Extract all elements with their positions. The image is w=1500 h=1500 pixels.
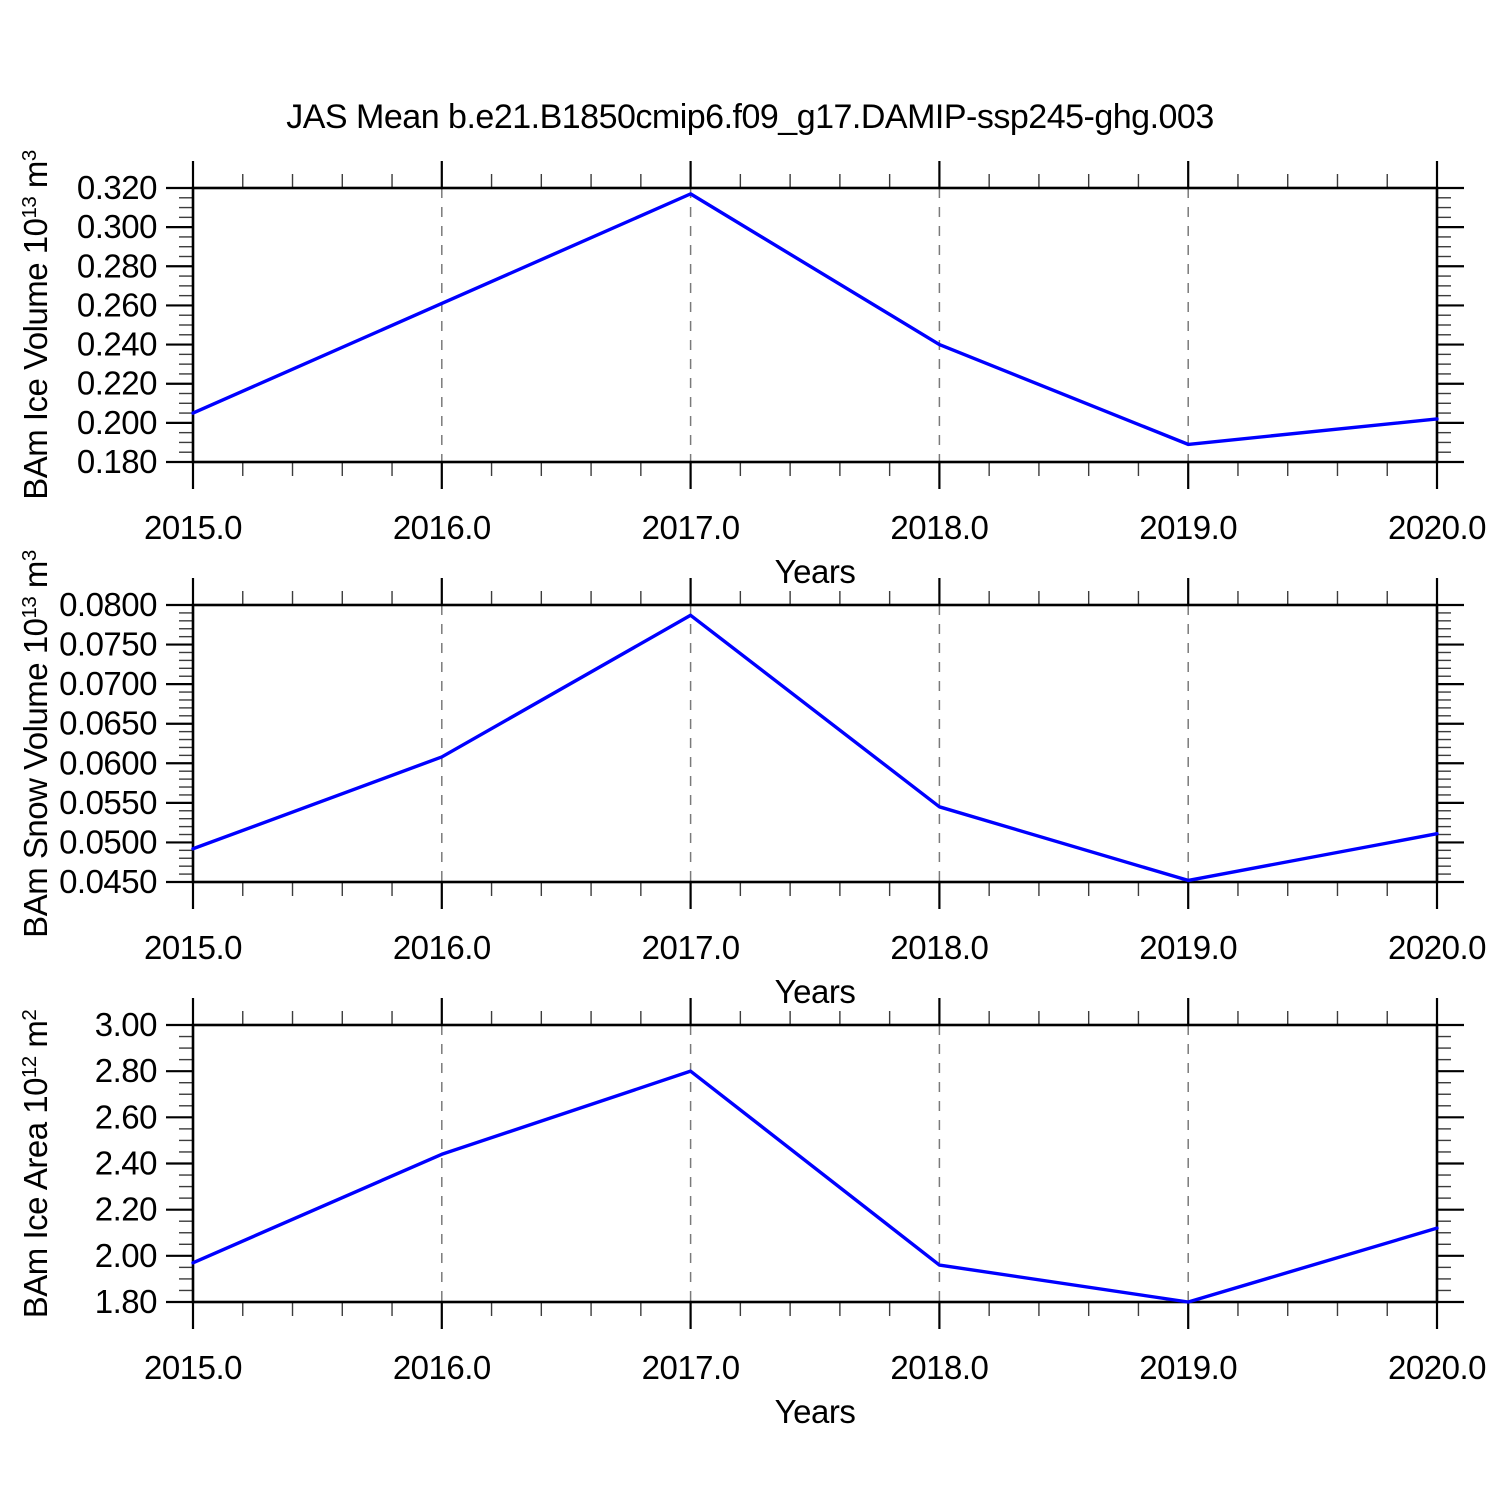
x-tick-label: 2020.0 [1388,1349,1486,1386]
x-tick-label: 2018.0 [890,509,988,546]
plot-frame [191,186,1439,464]
y-tick-label: 3.00 [95,1006,157,1043]
x-tick-label: 2020.0 [1388,929,1486,966]
x-tick-label: 2018.0 [890,929,988,966]
y-tick-label: 0.0700 [59,665,157,702]
y-tick-label: 0.0650 [59,705,157,742]
plot-frame [191,603,1439,884]
x-tick-label: 2017.0 [642,1349,740,1386]
y-tick-label: 0.0600 [59,744,157,781]
y-tick-label: 0.0450 [59,863,157,900]
x-axis-title: Years [775,553,856,590]
x-tick-label: 2015.0 [144,1349,242,1386]
y-tick-label: 2.40 [95,1145,157,1182]
y-tick-label: 0.0550 [59,784,157,821]
x-axis-title: Years [775,973,856,1010]
chart-title: JAS Mean b.e21.B1850cmip6.f09_g17.DAMIP-… [286,98,1214,136]
plot-frame [191,1023,1439,1304]
data-line [191,1069,1439,1304]
y-tick-label: 2.00 [95,1237,157,1274]
y-tick-label: 0.0500 [59,823,157,860]
x-tick-label: 2016.0 [393,929,491,966]
x-tick-label: 2017.0 [642,509,740,546]
x-tick-label: 2019.0 [1139,1349,1237,1386]
x-tick-label: 2015.0 [144,509,242,546]
y-tick-label: 2.80 [95,1052,157,1089]
x-tick-label: 2018.0 [890,1349,988,1386]
x-tick-label: 2015.0 [144,929,242,966]
y-tick-label: 0.260 [77,286,157,323]
y-tick-label: 1.80 [95,1283,157,1320]
x-tick-label: 2016.0 [393,1349,491,1386]
x-tick-label: 2019.0 [1139,509,1237,546]
y-tick-label: 2.20 [95,1191,157,1228]
y-tick-label: 0.240 [77,326,157,363]
y-tick-label: 0.200 [77,404,157,441]
x-axis-title: Years [775,1393,856,1430]
x-tick-label: 2019.0 [1139,929,1237,966]
y-tick-label: 0.280 [77,247,157,284]
data-line [191,613,1439,883]
x-tick-label: 2020.0 [1388,509,1486,546]
y-tick-label: 2.60 [95,1098,157,1135]
y-tick-label: 0.320 [77,169,157,206]
x-tick-label: 2016.0 [393,509,491,546]
y-tick-label: 0.300 [77,208,157,245]
y-tick-label: 0.0750 [59,626,157,663]
y-tick-label: 0.220 [77,365,157,402]
y-tick-label: 0.180 [77,443,157,480]
data-line [191,192,1439,447]
y-tick-label: 0.0800 [59,586,157,623]
x-tick-label: 2017.0 [642,929,740,966]
